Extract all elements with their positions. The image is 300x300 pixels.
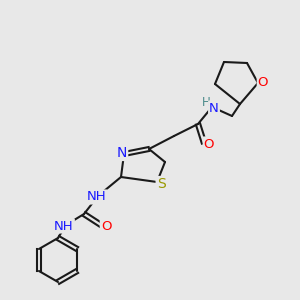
Text: NH: NH — [54, 220, 74, 232]
Text: N: N — [117, 146, 127, 160]
Text: NH: NH — [87, 190, 107, 203]
Text: S: S — [157, 177, 165, 191]
Text: O: O — [258, 76, 268, 88]
Text: O: O — [204, 137, 214, 151]
Text: N: N — [209, 101, 219, 115]
Text: O: O — [101, 220, 111, 233]
Text: H: H — [202, 95, 210, 109]
